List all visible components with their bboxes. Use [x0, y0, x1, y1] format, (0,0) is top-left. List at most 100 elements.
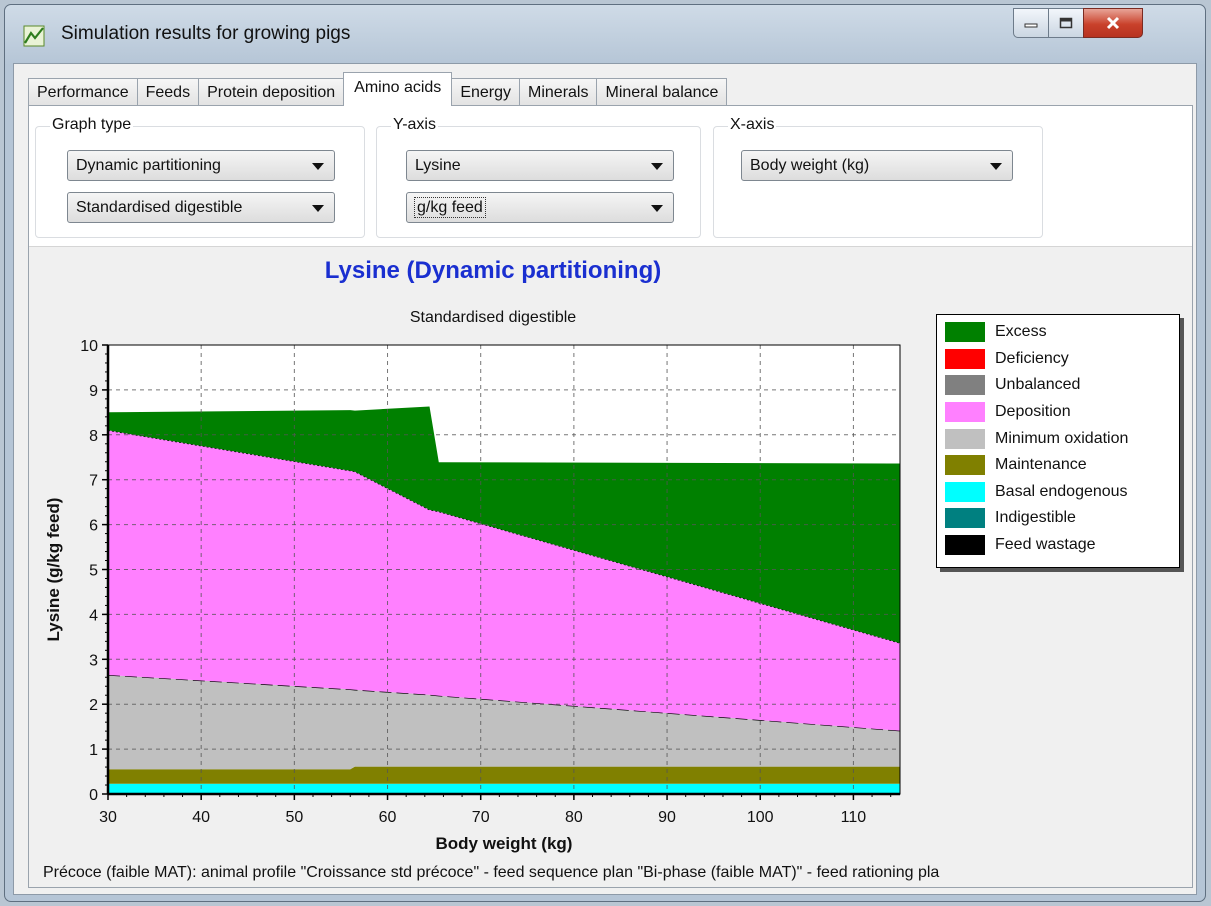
chevron-down-icon — [312, 163, 324, 170]
legend-label: Indigestible — [995, 509, 1076, 527]
chart-subtitle: Standardised digestible — [409, 309, 577, 326]
app-icon — [23, 25, 45, 47]
legend-swatch — [945, 402, 985, 423]
tab-amino-acids[interactable]: Amino acids — [343, 72, 453, 106]
legend-swatch — [945, 455, 985, 476]
maximize-icon — [1059, 17, 1073, 29]
legend-item: Minimum oxidation — [937, 425, 1179, 452]
app-window: Simulation results for growing pigs Perf… — [4, 4, 1206, 902]
y-axis-group: Y-axis Lysine g/kg feed — [376, 116, 701, 238]
y-tick-label: 8 — [89, 428, 98, 445]
legend-label: Maintenance — [995, 456, 1087, 474]
area-chart: 0 1 2 3 4 5 6 7 8 9 10 30 40 50 60 70 80 90 100 110 Body wei… — [44, 338, 901, 853]
unit-select[interactable]: g/kg feed — [406, 192, 674, 223]
tab-minerals[interactable]: Minerals — [519, 78, 598, 106]
area-minimum-oxidation — [108, 675, 900, 770]
graph-type-label: Graph type — [50, 116, 134, 134]
nutrient-select[interactable]: Lysine — [406, 150, 674, 181]
legend-item: Feed wastage — [937, 532, 1179, 559]
x-axis-group: X-axis Body weight (kg) — [713, 116, 1043, 238]
y-tick-label: 5 — [89, 563, 98, 580]
y-axis-label: Y-axis — [391, 116, 438, 134]
nutrient-value: Lysine — [415, 157, 461, 174]
y-tick-label: 0 — [89, 787, 98, 804]
graph-type-group: Graph type Dynamic partitioning Standard… — [35, 116, 365, 238]
tab-protein-deposition[interactable]: Protein deposition — [198, 78, 345, 106]
tab-performance[interactable]: Performance — [28, 78, 138, 106]
x-tick-label: 100 — [747, 809, 774, 826]
tab-mineral-balance[interactable]: Mineral balance — [596, 78, 728, 106]
legend-swatch — [945, 322, 985, 343]
chart-title: Lysine (Dynamic partitioning) — [324, 257, 662, 284]
legend-label: Deposition — [995, 403, 1071, 421]
legend-item: Maintenance — [937, 452, 1179, 479]
x-tick-label: 50 — [285, 809, 303, 826]
y-tick-label: 1 — [89, 742, 98, 759]
graph-type-value: Dynamic partitioning — [76, 157, 221, 174]
y-tick-label: 9 — [89, 383, 98, 400]
close-button[interactable] — [1083, 8, 1143, 38]
y-tick-label: 3 — [89, 652, 98, 669]
legend-swatch — [945, 535, 985, 556]
legend-swatch — [945, 481, 985, 502]
tab-feeds[interactable]: Feeds — [136, 78, 200, 106]
legend-item: Deposition — [937, 399, 1179, 426]
legend-swatch — [945, 428, 985, 449]
x-tick-label: 40 — [192, 809, 210, 826]
x-tick-label: 80 — [565, 809, 583, 826]
legend-item: Basal endogenous — [937, 479, 1179, 506]
window-title: Simulation results for growing pigs — [61, 23, 351, 44]
minimize-button[interactable] — [1013, 8, 1049, 38]
title-bar: Simulation results for growing pigs — [5, 5, 1205, 61]
y-tick-label: 10 — [80, 338, 98, 355]
legend-item: Indigestible — [937, 505, 1179, 532]
chart-legend: Excess Deficiency Unbalanced Deposition Mini… — [936, 314, 1180, 568]
x-axis-title: Body weight (kg) — [436, 834, 573, 853]
x-tick-label: 110 — [841, 809, 867, 826]
graph-type-select[interactable]: Dynamic partitioning — [67, 150, 335, 181]
footer-status: Précoce (faible MAT): animal profile "Cr… — [43, 864, 940, 881]
x-axis-label: X-axis — [728, 116, 777, 134]
legend-label: Unbalanced — [995, 376, 1081, 394]
chevron-down-icon — [312, 205, 324, 212]
legend-label: Excess — [995, 323, 1047, 341]
x-tick-label: 60 — [379, 809, 397, 826]
legend-swatch — [945, 508, 985, 529]
tab-energy[interactable]: Energy — [451, 78, 521, 106]
controls-bar: Graph type Dynamic partitioning Standard… — [29, 106, 1192, 247]
y-axis-title: Lysine (g/kg feed) — [44, 498, 63, 642]
legend-label: Minimum oxidation — [995, 429, 1129, 447]
x-tick-label: 70 — [472, 809, 490, 826]
y-tick-label: 7 — [89, 473, 98, 490]
digestibility-value: Standardised digestible — [76, 199, 243, 216]
legend-item: Deficiency — [937, 346, 1179, 373]
x-tick-label: 90 — [658, 809, 676, 826]
unit-value: g/kg feed — [414, 197, 486, 218]
maximize-button[interactable] — [1048, 8, 1084, 38]
chevron-down-icon — [651, 205, 663, 212]
legend-label: Feed wastage — [995, 536, 1096, 554]
close-icon — [1106, 16, 1120, 30]
y-tick-label: 4 — [89, 607, 98, 624]
digestibility-select[interactable]: Standardised digestible — [67, 192, 335, 223]
legend-item: Excess — [937, 319, 1179, 346]
client-area: Performance Feeds Protein deposition Ami… — [13, 63, 1197, 895]
chevron-down-icon — [990, 163, 1002, 170]
area-deposition — [108, 430, 900, 731]
area-maintenance — [108, 766, 900, 784]
x-axis-value: Body weight (kg) — [750, 157, 870, 174]
y-tick-label: 6 — [89, 518, 98, 535]
legend-label: Deficiency — [995, 349, 1069, 367]
y-tick-label: 2 — [89, 697, 98, 714]
legend-label: Basal endogenous — [995, 482, 1128, 500]
legend-swatch — [945, 348, 985, 369]
x-axis-select[interactable]: Body weight (kg) — [741, 150, 1013, 181]
x-tick-label: 30 — [99, 809, 117, 826]
area-basal-endogenous — [108, 783, 900, 794]
legend-item: Unbalanced — [937, 372, 1179, 399]
minimize-icon — [1024, 23, 1038, 28]
chevron-down-icon — [651, 163, 663, 170]
legend-swatch — [945, 375, 985, 396]
tab-panel: Graph type Dynamic partitioning Standard… — [28, 105, 1193, 888]
tab-strip: Performance Feeds Protein deposition Ami… — [28, 72, 728, 106]
